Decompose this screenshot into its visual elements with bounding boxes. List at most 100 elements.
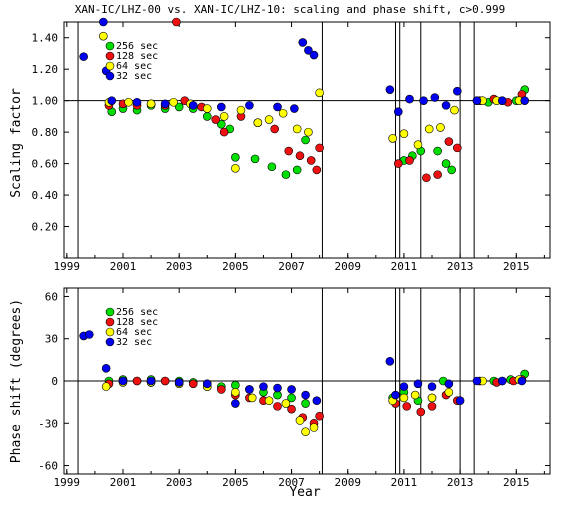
- phase-point: [410, 390, 420, 400]
- phase-y-tick-label: 0: [51, 375, 58, 388]
- scaling-point: [278, 108, 288, 118]
- phase-point: [416, 407, 426, 417]
- phase-x-tick-label: 2005: [222, 476, 249, 489]
- scaling-x-tick-label: 2001: [110, 260, 137, 273]
- phase-point: [413, 379, 423, 389]
- scaling-y-tick-label: 0.40: [32, 189, 59, 202]
- phase-point: [301, 399, 310, 408]
- scaling-point: [290, 104, 299, 113]
- scaling-point: [452, 143, 462, 153]
- phase-legend-marker: [105, 317, 115, 327]
- phase-x-tick-label: 2001: [110, 476, 137, 489]
- scaling-point: [452, 86, 462, 96]
- scaling-legend-marker: [105, 61, 115, 71]
- phase-point: [264, 396, 274, 406]
- scaling-x-tick-label: 2013: [447, 260, 474, 273]
- scaling-point: [388, 134, 397, 143]
- scaling-point: [436, 123, 445, 132]
- phase-point: [497, 376, 507, 386]
- phase-point: [160, 376, 170, 386]
- scaling-point: [245, 101, 254, 110]
- phase-legend-label: 32 sec: [116, 337, 152, 348]
- phase-x-tick-label: 2013: [447, 476, 474, 489]
- scaling-point: [405, 94, 414, 104]
- phase-legend-marker: [105, 327, 115, 337]
- scaling-point: [441, 159, 451, 168]
- scaling-x-tick-label: 1999: [54, 260, 81, 273]
- scaling-x-tick-label: 2011: [391, 260, 418, 273]
- phase-point: [312, 396, 322, 406]
- scaling-point: [172, 17, 181, 27]
- scaling-point: [217, 119, 226, 129]
- phase-point: [295, 416, 305, 425]
- phase-x-tick-label: 2007: [278, 476, 305, 489]
- phase-y-tick-label: -30: [38, 417, 58, 430]
- phase-point: [301, 427, 310, 437]
- scaling-legend-label: 128 sec: [116, 51, 158, 62]
- scaling-point: [447, 165, 456, 175]
- scaling-x-tick-label: 2007: [278, 260, 305, 273]
- phase-point: [287, 404, 296, 414]
- phase-y-tick-label: 60: [45, 290, 58, 303]
- scaling-point: [107, 96, 117, 105]
- phase-y-tick-label: -60: [38, 460, 58, 473]
- scaling-x-tick-label: 2005: [222, 260, 249, 273]
- phase-point: [427, 382, 437, 391]
- phase-x-tick-label: 2015: [503, 476, 530, 489]
- phase-point: [287, 393, 296, 403]
- scaling-legend-marker: [105, 71, 115, 81]
- phase-point: [444, 379, 454, 389]
- phase-point: [427, 402, 437, 411]
- phase-point: [309, 423, 319, 432]
- phase-y-tick-label: 30: [45, 333, 58, 346]
- scaling-point: [315, 143, 324, 153]
- scaling-point: [309, 50, 319, 60]
- scaling-legend-marker: [105, 41, 115, 51]
- scaling-point: [298, 38, 308, 47]
- phase-point: [427, 393, 437, 403]
- phase-point: [231, 387, 240, 397]
- scaling-point: [217, 102, 226, 112]
- scaling-point: [441, 101, 451, 110]
- phase-point: [315, 411, 324, 421]
- scaling-legend-label: 64 sec: [116, 61, 152, 72]
- scaling-point: [430, 93, 440, 102]
- scaling-legend-marker: [105, 51, 115, 61]
- phase-point: [273, 402, 282, 411]
- scaling-point: [304, 46, 313, 55]
- scaling-point: [160, 99, 170, 109]
- scaling-point: [99, 31, 108, 41]
- scaling-point: [315, 88, 324, 98]
- scaling-point: [270, 124, 279, 134]
- scaling-point: [433, 146, 442, 156]
- phase-point: [231, 399, 240, 408]
- phase-point: [391, 390, 400, 400]
- scaling-point: [399, 129, 409, 139]
- phase-point: [217, 385, 226, 394]
- scaling-point: [433, 170, 442, 179]
- phase-point: [132, 376, 142, 386]
- scaling-point: [520, 96, 530, 105]
- scaling-point: [413, 140, 423, 150]
- scaling-point: [450, 105, 459, 115]
- phase-point: [301, 390, 310, 400]
- scaling-point: [284, 146, 294, 156]
- scaling-point: [211, 115, 220, 124]
- scaling-panel: 1999 2001 2003 2005 2007 2009 2011 2013 2015 0.20…: [32, 17, 551, 273]
- phase-point: [273, 383, 282, 393]
- scaling-y-tick-label: 1.40: [32, 32, 59, 45]
- scaling-point: [132, 97, 142, 107]
- scaling-point: [292, 124, 302, 134]
- scaling-point: [472, 96, 482, 105]
- phase-point: [146, 376, 156, 386]
- phase-point: [259, 382, 268, 391]
- phase-legend-label: 256 sec: [116, 307, 158, 318]
- phase-x-tick-label: 2009: [334, 476, 361, 489]
- scaling-x-tick-label: 2003: [166, 260, 193, 273]
- scaling-point: [124, 97, 133, 107]
- scaling-point: [99, 17, 108, 27]
- phase-point: [444, 387, 454, 397]
- phase-y-label: Phase shift (degrees): [9, 299, 24, 463]
- scaling-point: [250, 154, 260, 164]
